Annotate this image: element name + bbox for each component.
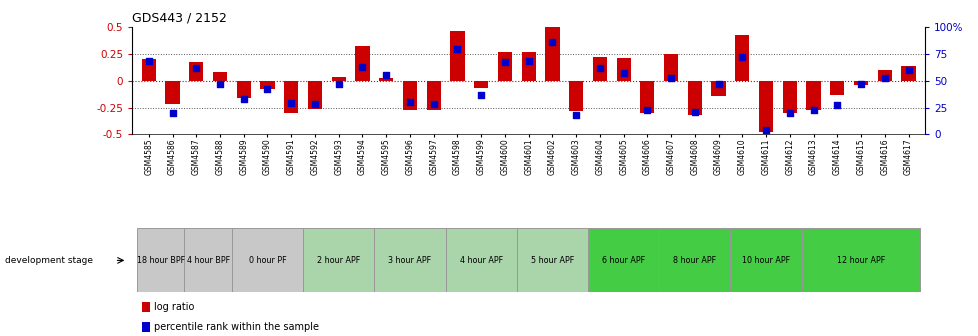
Point (472, 92, 488, 97)
Point (544, 39, 559, 45)
Bar (137, 228, 184, 292)
Text: 0 hour PF: 0 hour PF (248, 256, 286, 265)
Point (164, 110, 180, 116)
Bar (232, 228, 303, 292)
Bar (307, 81, 322, 109)
Point (520, 58, 536, 64)
Point (259, 87, 275, 92)
Point (781, 110, 797, 116)
Text: GDS443 / 2152: GDS443 / 2152 (132, 11, 227, 24)
Bar (212, 72, 227, 81)
Bar (402, 81, 417, 110)
Point (236, 96, 251, 101)
Point (615, 71, 631, 76)
Point (639, 107, 654, 112)
Point (188, 65, 203, 71)
Point (734, 54, 749, 60)
Point (805, 107, 821, 112)
Text: 8 hour APF: 8 hour APF (673, 256, 716, 265)
Bar (734, 36, 749, 81)
Point (828, 103, 844, 108)
Bar (640, 81, 654, 113)
Bar (901, 66, 914, 81)
Bar (592, 57, 606, 81)
Bar (284, 81, 298, 113)
Bar (687, 81, 701, 115)
Text: 10 hour APF: 10 hour APF (741, 256, 789, 265)
Bar (355, 46, 370, 81)
Bar (426, 81, 440, 110)
Bar (237, 81, 250, 98)
Text: 5 hour APF: 5 hour APF (530, 256, 573, 265)
Point (687, 109, 702, 115)
Point (710, 81, 726, 87)
Point (354, 64, 370, 69)
Point (402, 99, 418, 105)
Bar (445, 228, 516, 292)
Text: 2 hour APF: 2 hour APF (317, 256, 360, 265)
Bar (801, 228, 919, 292)
Bar (260, 81, 275, 89)
Bar (303, 228, 374, 292)
Point (331, 81, 346, 87)
Bar (829, 81, 844, 95)
Point (853, 81, 868, 87)
Bar (473, 81, 488, 88)
Bar (516, 228, 588, 292)
Bar (142, 302, 150, 312)
Point (900, 67, 915, 73)
Text: 3 hour APF: 3 hour APF (388, 256, 431, 265)
Bar (781, 81, 796, 113)
Bar (876, 70, 891, 81)
Point (449, 47, 465, 52)
Point (378, 73, 393, 78)
Bar (374, 228, 445, 292)
Point (425, 101, 441, 107)
Bar (521, 52, 535, 81)
Bar (658, 228, 730, 292)
Point (758, 127, 774, 133)
Bar (758, 81, 773, 132)
Text: 12 hour APF: 12 hour APF (836, 256, 884, 265)
Bar (332, 77, 345, 81)
Point (307, 101, 323, 107)
Bar (545, 27, 559, 81)
Bar (616, 58, 630, 81)
Bar (142, 322, 150, 332)
Bar (663, 54, 678, 81)
Point (283, 100, 298, 106)
Text: log ratio: log ratio (154, 302, 194, 312)
Bar (497, 52, 511, 81)
Bar (568, 81, 583, 111)
Bar (806, 81, 820, 110)
Bar (730, 228, 801, 292)
Bar (142, 59, 156, 81)
Bar (853, 81, 867, 85)
Bar (450, 31, 465, 81)
Text: percentile rank within the sample: percentile rank within the sample (154, 322, 319, 332)
Text: 18 hour BPF: 18 hour BPF (137, 256, 185, 265)
Bar (711, 81, 725, 96)
Point (141, 58, 156, 64)
Point (212, 81, 228, 87)
Bar (378, 79, 393, 81)
Point (876, 76, 892, 81)
Bar (588, 228, 658, 292)
Point (497, 60, 512, 65)
Text: development stage: development stage (5, 256, 93, 265)
Text: 4 hour BPF: 4 hour BPF (187, 256, 230, 265)
Text: 6 hour APF: 6 hour APF (601, 256, 645, 265)
Bar (184, 228, 232, 292)
Text: 4 hour APF: 4 hour APF (459, 256, 503, 265)
Point (663, 76, 679, 81)
Point (592, 65, 607, 71)
Point (568, 112, 584, 118)
Bar (165, 81, 180, 104)
Bar (189, 62, 203, 81)
